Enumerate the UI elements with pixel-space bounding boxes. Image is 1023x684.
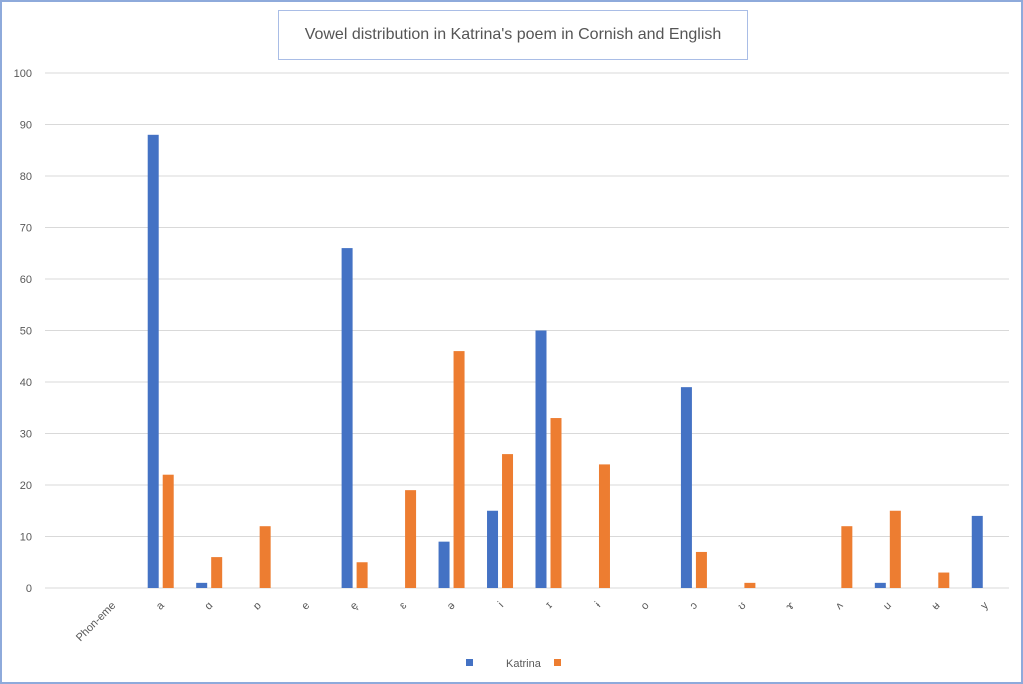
y-tick-label: 90 (20, 120, 32, 132)
y-tick-label: 20 (20, 480, 32, 492)
y-tick-label: 80 (20, 171, 32, 183)
bar-series-2 (841, 526, 853, 588)
y-tick-label: 70 (20, 223, 32, 235)
bar-series-2 (453, 351, 465, 588)
y-tick-label: 100 (14, 68, 32, 80)
bar-series-2 (744, 582, 756, 588)
legend-swatch (466, 659, 473, 666)
x-tick-label: ɨ (593, 599, 604, 610)
x-tick-label: e̞ (348, 600, 361, 613)
legend-swatch (554, 659, 561, 666)
bar-katrina (680, 387, 692, 588)
bar-series-2 (405, 490, 417, 588)
bar-katrina (196, 582, 208, 588)
x-tick-label: i (496, 600, 506, 610)
x-tick-label: ɑ (202, 600, 215, 613)
bar-katrina (874, 582, 886, 588)
bar-series-2 (162, 474, 174, 588)
bar-katrina (487, 510, 499, 588)
x-tick-label: ʌ (833, 599, 846, 612)
x-tick-label: ɒ (251, 600, 264, 613)
chart-title: Vowel distribution in Katrina's poem in … (278, 10, 748, 60)
x-tick-label: Phon-eme (74, 600, 118, 644)
x-tick-label: ə (445, 600, 458, 613)
bar-series-2 (695, 551, 707, 588)
x-tick-label: a (154, 599, 167, 612)
bar-katrina (147, 134, 159, 589)
bar-series-2 (259, 526, 271, 588)
x-tick-label: ʊ (736, 600, 749, 613)
bar-katrina (438, 541, 450, 588)
y-tick-label: 10 (20, 532, 32, 544)
bar-series-2 (356, 562, 368, 588)
x-tick-label: ʉ (930, 600, 943, 613)
y-tick-label: 50 (20, 326, 32, 338)
bar-series-2 (598, 464, 610, 588)
y-tick-label: 30 (20, 429, 32, 441)
bar-series-2 (502, 454, 514, 588)
x-tick-label: e (299, 600, 312, 613)
x-tick-label: ɛ (397, 600, 409, 612)
x-tick-label: y (979, 599, 992, 612)
legend-label: Katrina (506, 658, 542, 670)
y-tick-label: 0 (26, 583, 32, 595)
x-tick-label: ɪ (543, 600, 554, 611)
bar-series-2 (550, 418, 562, 588)
y-tick-label: 60 (20, 274, 32, 286)
bar-katrina (341, 248, 353, 588)
bar-series-2 (938, 572, 950, 588)
bar-katrina (971, 515, 983, 588)
x-tick-label: o (639, 600, 652, 613)
bar-katrina (535, 330, 547, 588)
x-tick-label: ɔ (688, 599, 701, 612)
x-tick-label: u (881, 600, 894, 613)
bar-series-2 (211, 557, 223, 588)
y-tick-label: 40 (20, 377, 32, 389)
x-tick-label: ɤ (784, 599, 797, 612)
bar-series-2 (889, 510, 901, 588)
